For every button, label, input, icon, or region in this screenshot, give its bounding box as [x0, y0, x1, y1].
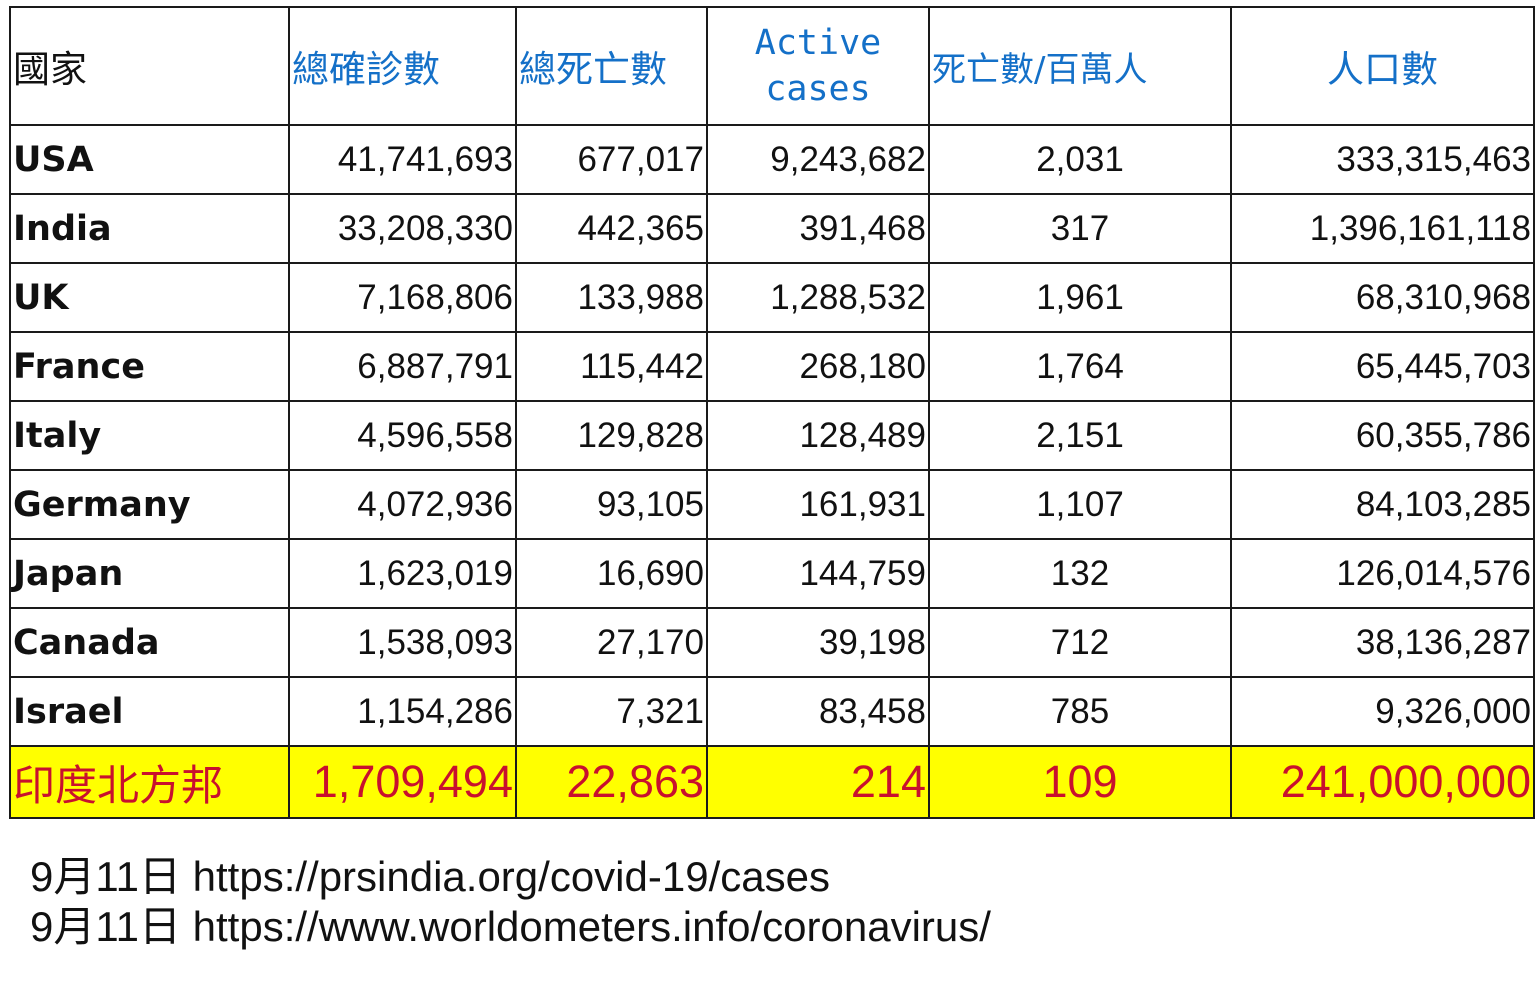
table-row: Israel 1,154,286 7,321 83,458 785 9,326,… — [9, 676, 1535, 747]
population-cell: 65,445,703 — [1230, 331, 1535, 402]
deaths-per-million-cell: 1,107 — [928, 469, 1232, 540]
total-cases-cell: 1,538,093 — [288, 607, 517, 678]
table-row: UK 7,168,806 133,988 1,288,532 1,961 68,… — [9, 262, 1535, 333]
table-row: USA 41,741,693 677,017 9,243,682 2,031 3… — [9, 124, 1535, 195]
highlight-deaths-per-million: 109 — [928, 745, 1232, 819]
deaths-per-million-cell: 1,961 — [928, 262, 1232, 333]
header-country: 國家 — [9, 6, 290, 126]
table-body: USA 41,741,693 677,017 9,243,682 2,031 3… — [9, 124, 1535, 819]
total-deaths-cell: 129,828 — [515, 400, 708, 471]
active-cases-cell: 39,198 — [706, 607, 930, 678]
highlight-region-name: 印度北方邦 — [9, 745, 290, 819]
total-cases-cell: 33,208,330 — [288, 193, 517, 264]
total-cases-cell: 6,887,791 — [288, 331, 517, 402]
country-name: France — [9, 331, 290, 402]
population-cell: 9,326,000 — [1230, 676, 1535, 747]
country-name: Germany — [9, 469, 290, 540]
deaths-per-million-cell: 712 — [928, 607, 1232, 678]
highlight-active-cases: 214 — [706, 745, 930, 819]
deaths-per-million-cell: 317 — [928, 193, 1232, 264]
total-deaths-cell: 93,105 — [515, 469, 708, 540]
table-row: Germany 4,072,936 93,105 161,931 1,107 8… — [9, 469, 1535, 540]
population-cell: 60,355,786 — [1230, 400, 1535, 471]
total-deaths-cell: 115,442 — [515, 331, 708, 402]
source-date: 9月11日 — [30, 853, 181, 900]
population-cell: 38,136,287 — [1230, 607, 1535, 678]
header-deaths-per-million: 死亡數/百萬人 — [928, 6, 1232, 126]
highlight-total-deaths: 22,863 — [515, 745, 708, 819]
table-row: Japan 1,623,019 16,690 144,759 132 126,0… — [9, 538, 1535, 609]
country-name: Israel — [9, 676, 290, 747]
source-url[interactable]: https://prsindia.org/covid-19/cases — [192, 853, 830, 900]
deaths-per-million-cell: 132 — [928, 538, 1232, 609]
active-cases-cell: 161,931 — [706, 469, 930, 540]
deaths-per-million-cell: 2,031 — [928, 124, 1232, 195]
deaths-per-million-cell: 1,764 — [928, 331, 1232, 402]
source-notes: 9月11日 https://prsindia.org/covid-19/case… — [30, 852, 991, 952]
covid-stats-table: 國家 總確診數 總死亡數 Active cases 死亡數/百萬人 人口數 US… — [9, 6, 1535, 819]
source-line-prsindia: 9月11日 https://prsindia.org/covid-19/case… — [30, 852, 991, 902]
table-row: France 6,887,791 115,442 268,180 1,764 6… — [9, 331, 1535, 402]
total-deaths-cell: 16,690 — [515, 538, 708, 609]
highlight-population: 241,000,000 — [1230, 745, 1535, 819]
total-cases-cell: 1,623,019 — [288, 538, 517, 609]
deaths-per-million-cell: 2,151 — [928, 400, 1232, 471]
total-deaths-cell: 133,988 — [515, 262, 708, 333]
total-cases-cell: 41,741,693 — [288, 124, 517, 195]
active-cases-cell: 144,759 — [706, 538, 930, 609]
header-total-deaths: 總死亡數 — [515, 6, 708, 126]
total-deaths-cell: 7,321 — [515, 676, 708, 747]
active-cases-cell: 128,489 — [706, 400, 930, 471]
total-cases-cell: 4,596,558 — [288, 400, 517, 471]
active-cases-cell: 268,180 — [706, 331, 930, 402]
population-cell: 1,396,161,118 — [1230, 193, 1535, 264]
highlight-row: 印度北方邦 1,709,494 22,863 214 109 241,000,0… — [9, 745, 1535, 819]
table-row: India 33,208,330 442,365 391,468 317 1,3… — [9, 193, 1535, 264]
country-name: UK — [9, 262, 290, 333]
deaths-per-million-cell: 785 — [928, 676, 1232, 747]
source-date: 9月11日 — [30, 903, 181, 950]
table-row: Italy 4,596,558 129,828 128,489 2,151 60… — [9, 400, 1535, 471]
header-population: 人口數 — [1230, 6, 1535, 126]
country-name: Canada — [9, 607, 290, 678]
population-cell: 84,103,285 — [1230, 469, 1535, 540]
active-cases-cell: 391,468 — [706, 193, 930, 264]
population-cell: 126,014,576 — [1230, 538, 1535, 609]
total-deaths-cell: 442,365 — [515, 193, 708, 264]
total-cases-cell: 7,168,806 — [288, 262, 517, 333]
total-deaths-cell: 27,170 — [515, 607, 708, 678]
active-cases-cell: 9,243,682 — [706, 124, 930, 195]
total-cases-cell: 4,072,936 — [288, 469, 517, 540]
country-name: Italy — [9, 400, 290, 471]
header-active-cases: Active cases — [706, 6, 930, 126]
header-total-cases: 總確診數 — [288, 6, 517, 126]
source-line-worldometers: 9月11日 https://www.worldometers.info/coro… — [30, 902, 991, 952]
country-name: USA — [9, 124, 290, 195]
table-row: Canada 1,538,093 27,170 39,198 712 38,13… — [9, 607, 1535, 678]
total-cases-cell: 1,154,286 — [288, 676, 517, 747]
source-url[interactable]: https://www.worldometers.info/coronaviru… — [192, 903, 991, 950]
country-name: India — [9, 193, 290, 264]
highlight-total-cases: 1,709,494 — [288, 745, 517, 819]
active-cases-cell: 1,288,532 — [706, 262, 930, 333]
header-row: 國家 總確診數 總死亡數 Active cases 死亡數/百萬人 人口數 — [9, 6, 1535, 126]
total-deaths-cell: 677,017 — [515, 124, 708, 195]
population-cell: 333,315,463 — [1230, 124, 1535, 195]
population-cell: 68,310,968 — [1230, 262, 1535, 333]
active-cases-cell: 83,458 — [706, 676, 930, 747]
country-name: Japan — [9, 538, 290, 609]
